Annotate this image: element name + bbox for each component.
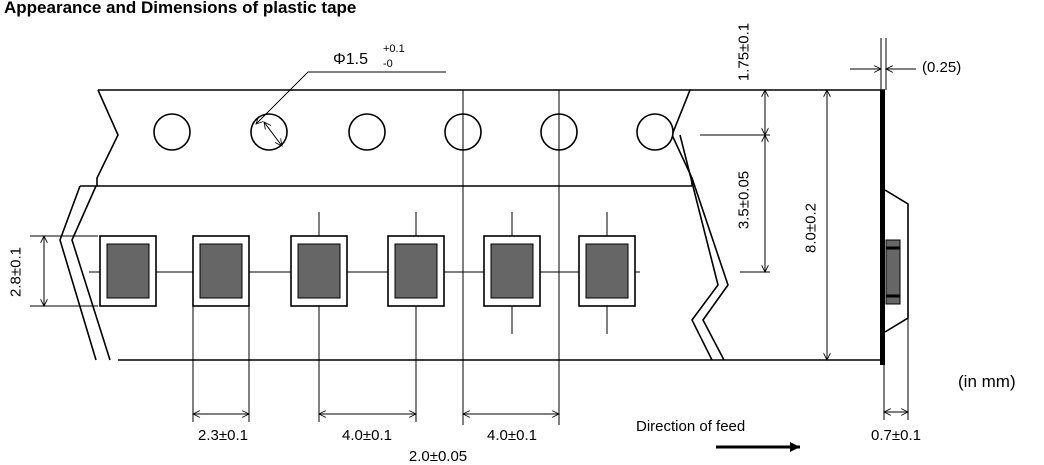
chip	[490, 243, 534, 299]
dim-pocket-length-label: 2.8±0.1	[8, 247, 25, 297]
dimension-lines	[30, 69, 916, 422]
chip	[585, 243, 629, 299]
pocket	[290, 212, 348, 334]
reference-lines	[89, 90, 770, 425]
pocket	[578, 212, 636, 334]
pocket	[192, 235, 250, 307]
tape-side-view	[880, 38, 909, 420]
tape-left-break-inner	[71, 185, 111, 361]
pocket	[387, 212, 445, 334]
tape-right-break-outer	[679, 134, 719, 361]
pocket	[483, 212, 541, 334]
sprocket-hole	[348, 113, 386, 151]
sprocket-hole	[636, 113, 674, 151]
tape-right-break-inner	[691, 177, 729, 361]
dim-pocket-pitch-label: 4.0±0.1	[342, 427, 392, 444]
chip	[106, 243, 150, 299]
diameter-arrow	[264, 122, 282, 146]
dim-hole-offset-label: 2.0±0.05	[409, 448, 467, 465]
unit-note: (in mm)	[958, 372, 1016, 391]
dim-carrier-thickness-label: 0.7±0.1	[871, 427, 921, 444]
page-title: Appearance and Dimensions of plastic tap…	[4, 0, 357, 17]
hole-diameter-callout	[256, 71, 446, 146]
tape-left-break-outer	[59, 185, 97, 361]
tape-left-top-break	[96, 89, 119, 186]
sprocket-holes	[153, 113, 674, 151]
chip	[199, 243, 243, 299]
cover-tape	[880, 90, 885, 365]
feed-direction-label: Direction of feed	[636, 418, 745, 435]
pocket	[99, 235, 157, 307]
hole-diameter-tol-plus: +0.1	[383, 43, 405, 55]
hole-diameter-tol-minus: -0	[383, 58, 393, 70]
side-chip	[885, 239, 901, 305]
hole-diameter-label: Φ1.5	[333, 51, 368, 68]
carrier-pocket-profile	[884, 189, 909, 333]
sprocket-hole	[153, 113, 191, 151]
pockets	[99, 212, 636, 334]
dim-pocket-width-label: 2.3±0.1	[198, 427, 248, 444]
tape-outline	[59, 89, 885, 361]
dim-hole-to-pocket-label: 3.5±0.05	[736, 171, 753, 229]
sprocket-hole	[250, 113, 288, 151]
dim-hole-pitch-label: 4.0±0.1	[487, 427, 537, 444]
chip	[394, 243, 438, 299]
dim-tape-width-label: 8.0±0.2	[803, 203, 820, 253]
dim-cover-thickness-label: (0.25)	[922, 59, 961, 76]
dim-edge-to-hole-label: 1.75±0.1	[736, 23, 753, 81]
chip	[297, 243, 341, 299]
diameter-leader-arrow	[256, 71, 309, 124]
